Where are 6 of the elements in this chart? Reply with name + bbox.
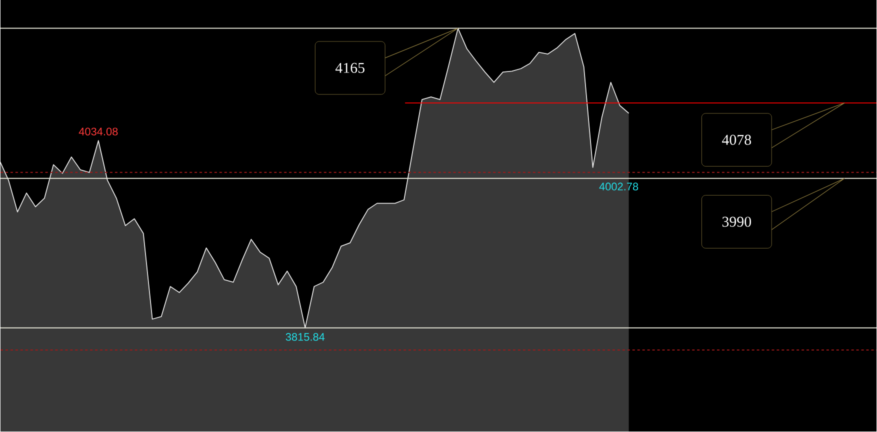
data-label: 4034.08 [78, 128, 118, 136]
data-label: 4002.78 [599, 182, 638, 191]
ref-line-label: 3990 [722, 216, 752, 228]
ref-line-label: 4165 [335, 63, 364, 74]
data-label: 3815.84 [286, 333, 325, 342]
ref-line-label: 4078 [722, 135, 752, 146]
